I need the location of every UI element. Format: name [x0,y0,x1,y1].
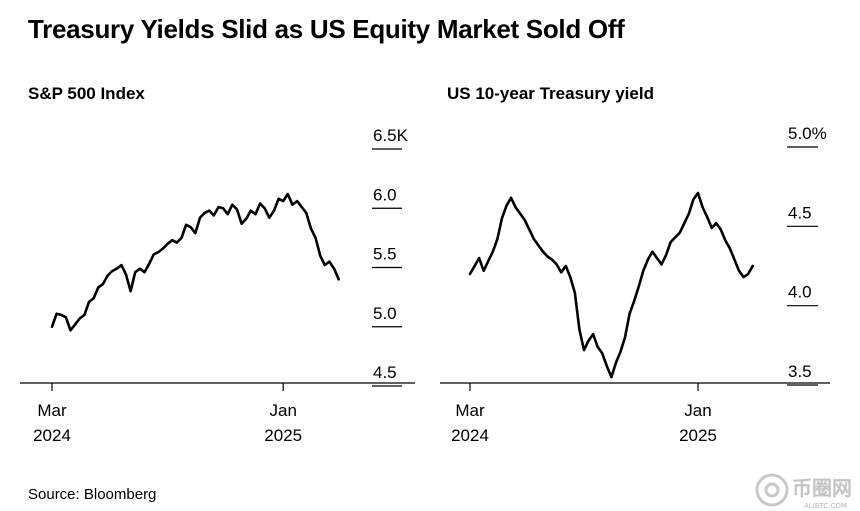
sp500-ytick-label-3: 5.0 [373,304,397,323]
yield-ytick-label-3: 3.5 [788,362,812,381]
watermark-logo: 币圈网 ALIBTC.COM [755,473,852,510]
sp500-ytick-label-0: 6.5K [373,126,409,145]
source-note: Source: Bloomberg [28,486,157,503]
yield-xtick-month-1: Jan [684,401,711,420]
sp500-xtick-year-0: 2024 [33,426,71,445]
yield-xtick-year-0: 2024 [451,426,489,445]
watermark-cn: 币圈网 [792,476,852,500]
yield-ytick-label-2: 4.0 [788,283,812,302]
sp500-ytick-label-2: 5.5 [373,245,397,264]
sp500-ytick-label-1: 6.0 [373,185,397,204]
yield-xtick-year-1: 2025 [679,426,717,445]
sp500-ytick-label-4: 4.5 [373,363,397,382]
treasury-chart-title: US 10-year Treasury yield [447,84,654,103]
watermark-en: ALIBTC.COM [804,502,847,510]
yield-series-line-0 [468,191,755,379]
sp500-chart-title: S&P 500 Index [28,84,145,103]
yield-ytick-label-0: 5.0% [788,124,827,143]
yield-ytick-label-1: 4.5 [788,203,812,222]
sp500-xtick-month-1: Jan [269,401,296,420]
sp500-xtick-month-0: Mar [37,401,67,420]
sp500-series-line-0 [50,192,341,332]
treasury-chart: 5.0% 4.5 4.0 3.5 Mar 2024 Jan 2025 [440,124,830,445]
sp500-chart: 6.5K 6.0 5.5 5.0 4.5 Mar 2024 Jan 2025 [20,126,415,445]
sp500-xtick-year-1: 2025 [264,426,302,445]
yield-xtick-month-0: Mar [455,401,485,420]
chart-title: Treasury Yields Slid as US Equity Market… [28,14,625,44]
